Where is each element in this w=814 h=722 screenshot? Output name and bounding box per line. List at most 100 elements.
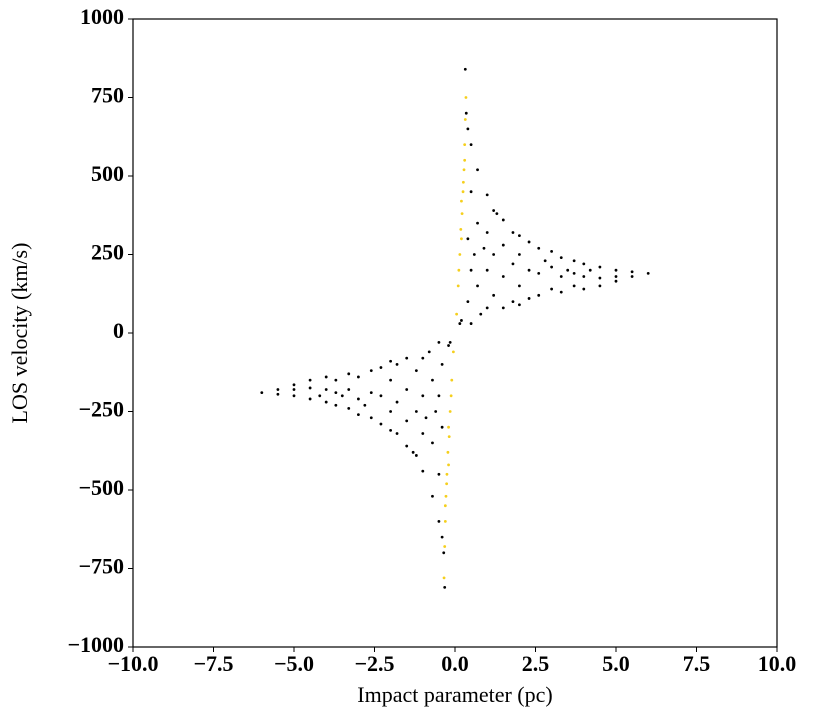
point — [411, 450, 415, 454]
point — [340, 394, 344, 398]
x-tick-label: −5.0 — [274, 651, 314, 676]
point — [485, 193, 489, 197]
point — [357, 375, 360, 379]
point — [462, 168, 466, 172]
point — [479, 312, 483, 316]
point — [588, 268, 592, 272]
point — [357, 397, 360, 401]
point — [449, 394, 453, 398]
x-axis-label: Impact parameter (pc) — [357, 682, 552, 707]
point — [389, 359, 392, 363]
point — [448, 410, 452, 413]
point — [443, 585, 447, 589]
point — [469, 190, 473, 194]
point — [537, 246, 541, 250]
point — [598, 265, 602, 269]
x-tick-label: −7.5 — [193, 651, 233, 676]
point — [444, 494, 448, 498]
point — [582, 262, 586, 266]
point — [464, 111, 468, 115]
point — [442, 576, 446, 580]
point — [363, 403, 367, 407]
point — [276, 392, 280, 396]
point — [324, 400, 328, 404]
point — [431, 494, 434, 498]
point — [559, 256, 563, 260]
point — [501, 306, 505, 310]
point — [448, 341, 452, 344]
point — [550, 249, 553, 253]
point — [630, 275, 634, 278]
point — [572, 271, 576, 275]
point — [414, 369, 418, 373]
y-tick-label: −750 — [78, 554, 124, 579]
point — [518, 234, 521, 238]
point — [260, 391, 264, 395]
point — [447, 435, 451, 439]
point — [476, 221, 479, 225]
point — [455, 312, 459, 316]
point — [511, 231, 515, 234]
point — [437, 472, 441, 476]
point — [443, 504, 447, 508]
point — [572, 284, 576, 288]
point — [292, 388, 296, 391]
point — [369, 391, 373, 395]
x-tick-label: −2.5 — [354, 651, 394, 676]
point — [421, 432, 425, 435]
x-tick-label: 5.0 — [602, 651, 630, 676]
point — [485, 231, 489, 234]
point — [460, 237, 463, 241]
point — [292, 383, 296, 387]
point — [431, 378, 434, 382]
point — [440, 363, 444, 366]
point — [598, 276, 602, 280]
point — [379, 366, 383, 369]
point — [492, 209, 496, 212]
point — [442, 551, 446, 555]
point — [437, 520, 441, 523]
point — [463, 67, 467, 71]
point — [446, 450, 450, 454]
point — [443, 545, 447, 548]
point — [537, 271, 541, 275]
point — [405, 419, 409, 423]
point — [276, 388, 280, 391]
x-tick-label: 0.0 — [441, 651, 469, 676]
point — [559, 275, 563, 278]
point — [459, 227, 463, 231]
point — [550, 265, 553, 269]
point — [395, 363, 399, 366]
point — [405, 356, 409, 360]
point — [447, 425, 450, 429]
point — [582, 275, 586, 278]
x-tick-label: 2.5 — [522, 651, 550, 676]
point — [456, 284, 460, 288]
point — [466, 300, 470, 303]
point — [450, 378, 454, 382]
point — [334, 403, 338, 407]
point — [440, 535, 444, 539]
point — [501, 243, 505, 247]
x-tick-label: 10.0 — [758, 651, 797, 676]
point — [369, 369, 373, 373]
point — [437, 394, 441, 398]
plot-frame — [132, 18, 778, 648]
point — [646, 271, 650, 275]
y-tick-label: 750 — [91, 83, 124, 108]
point — [357, 413, 360, 417]
point — [472, 253, 476, 256]
point — [405, 388, 409, 391]
point — [463, 143, 467, 147]
point — [460, 212, 464, 216]
point — [414, 410, 418, 413]
point — [582, 287, 586, 291]
point — [431, 441, 434, 445]
point — [437, 341, 441, 344]
point — [443, 520, 447, 523]
point — [447, 344, 450, 347]
point — [463, 118, 467, 121]
point — [614, 268, 618, 272]
point — [469, 143, 473, 147]
point — [559, 290, 563, 294]
